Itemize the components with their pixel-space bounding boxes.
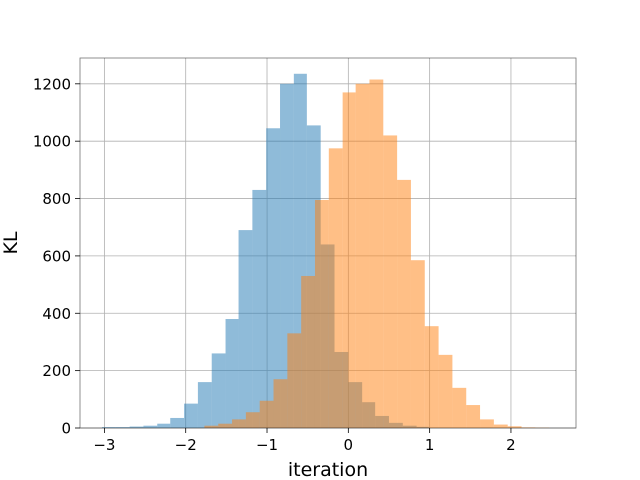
histogram-bar [301,275,315,428]
histogram-bar [369,79,384,428]
histogram-bar [157,423,171,428]
x-axis-label: iteration [288,459,368,480]
histogram-bar [245,412,260,428]
histogram-bar [507,426,522,428]
histogram-bar [452,387,467,428]
y-tick-label: 400 [42,305,71,323]
histogram-bar [438,354,453,428]
histogram-bar [170,417,185,428]
histogram-bar [184,403,198,428]
histogram-bar [424,326,439,428]
histogram-bar [197,382,212,428]
y-tick-label: 600 [42,247,71,265]
histogram-bar [410,260,425,428]
histogram-bar [287,333,302,428]
histogram-bar [115,427,130,428]
histogram-bar [232,419,246,428]
y-axis: 0 200 400 600 800 1000 1200 [33,75,80,438]
histogram-bar [328,148,343,429]
histogram-bar [466,405,481,428]
y-tick-label: 1000 [33,133,71,151]
histogram-bar [273,379,288,428]
y-tick-label: 800 [42,190,71,208]
histogram-bar [342,92,356,428]
histogram-bar [218,423,233,428]
x-tick-label: −1 [256,436,278,454]
y-tick-label: 1200 [33,75,71,93]
histogram-bar [101,427,116,428]
histogram-bar [143,425,158,428]
histogram-bar [259,400,274,428]
x-tick-label: −2 [175,436,197,454]
histogram-bars [101,73,550,429]
histogram-bar [493,424,508,428]
y-tick-label: 200 [42,362,71,380]
histogram-bar [314,199,329,428]
y-axis-label: KL [0,231,22,254]
histogram-bar [204,425,219,428]
x-tick-label: −3 [93,436,115,454]
histogram-bar [480,419,494,428]
x-axis: −3 −2 −1 0 1 2 [93,428,516,454]
histogram-bar [397,179,411,428]
histogram-bar [252,189,267,428]
histogram-bar [211,353,226,428]
x-tick-label: 0 [344,436,354,454]
histogram-bar [383,135,398,428]
histogram-bar [238,230,253,428]
histogram-series-2 [204,79,550,429]
histogram-bar [355,83,370,428]
x-tick-label: 1 [425,436,435,454]
histogram-bar [266,128,281,429]
x-tick-label: 2 [506,436,516,454]
plot-frame [79,57,577,429]
histogram-bar [225,319,239,428]
histogram-bar [129,426,144,428]
y-tick-label: 0 [61,420,71,438]
